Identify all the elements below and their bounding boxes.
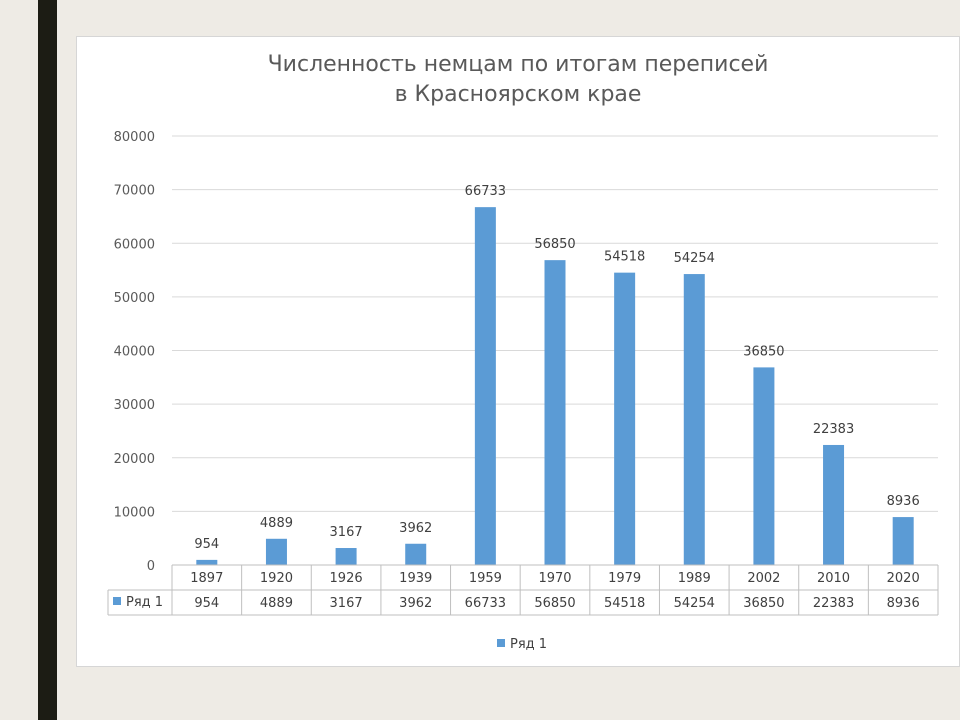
bar — [474, 207, 496, 565]
bar — [683, 274, 705, 565]
table-value: 4889 — [260, 596, 293, 611]
bar-value-label: 8936 — [887, 494, 920, 509]
bar — [265, 538, 287, 565]
y-tick-label: 70000 — [114, 184, 155, 199]
chart-title: Численность немцам по итогам переписей в… — [76, 50, 960, 110]
table-value: 56850 — [534, 596, 575, 611]
bar — [405, 543, 427, 565]
bar-value-label: 66733 — [465, 184, 506, 199]
x-tick-label: 1939 — [399, 571, 432, 586]
bar — [892, 517, 914, 565]
x-tick-label: 1920 — [260, 571, 293, 586]
bar-value-label: 54254 — [674, 251, 715, 266]
y-tick-label: 0 — [147, 559, 155, 574]
bar-value-label: 954 — [194, 537, 219, 552]
chart-title-line-1: Численность немцам по итогам переписей — [267, 52, 769, 77]
bar — [335, 548, 357, 565]
table-value: 3167 — [330, 596, 363, 611]
y-tick-label: 60000 — [114, 237, 155, 252]
table-value: 54254 — [674, 596, 715, 611]
x-tick-label: 1897 — [190, 571, 223, 586]
bar-value-label: 4889 — [260, 516, 293, 531]
legend-swatch — [497, 639, 505, 647]
x-tick-label: 1959 — [469, 571, 502, 586]
x-tick-label: 2002 — [747, 571, 780, 586]
table-value: 954 — [194, 596, 219, 611]
bar-value-label: 3962 — [399, 521, 432, 536]
x-tick-label: 1979 — [608, 571, 641, 586]
bar — [544, 260, 566, 565]
x-tick-label: 2010 — [817, 571, 850, 586]
x-tick-label: 1989 — [678, 571, 711, 586]
table-value: 54518 — [604, 596, 645, 611]
bar-value-label: 3167 — [330, 525, 363, 540]
slide-decor-bar — [38, 0, 57, 720]
bar — [196, 559, 218, 565]
y-tick-label: 10000 — [114, 505, 155, 520]
bar-value-label: 56850 — [534, 237, 575, 252]
table-value: 66733 — [465, 596, 506, 611]
bar — [823, 444, 845, 565]
x-tick-label: 2020 — [887, 571, 920, 586]
table-value: 22383 — [813, 596, 854, 611]
bar-value-label: 54518 — [604, 250, 645, 265]
chart-title-line-2: в Красноярском крае — [394, 82, 642, 107]
bar-value-label: 36850 — [743, 344, 784, 359]
x-tick-label: 1970 — [538, 571, 571, 586]
series-key-label: Ряд 1 — [126, 595, 163, 610]
table-value: 8936 — [887, 596, 920, 611]
y-tick-label: 40000 — [114, 345, 155, 360]
y-tick-label: 30000 — [114, 398, 155, 413]
y-tick-label: 50000 — [114, 291, 155, 306]
bar — [753, 367, 775, 565]
bar-value-label: 22383 — [813, 422, 854, 437]
legend-label: Ряд 1 — [510, 637, 547, 652]
x-tick-label: 1926 — [330, 571, 363, 586]
table-value: 36850 — [743, 596, 784, 611]
y-tick-label: 20000 — [114, 452, 155, 467]
bar — [614, 272, 636, 565]
series-key-swatch — [113, 597, 121, 605]
table-value: 3962 — [399, 596, 432, 611]
y-tick-label: 80000 — [114, 130, 155, 145]
